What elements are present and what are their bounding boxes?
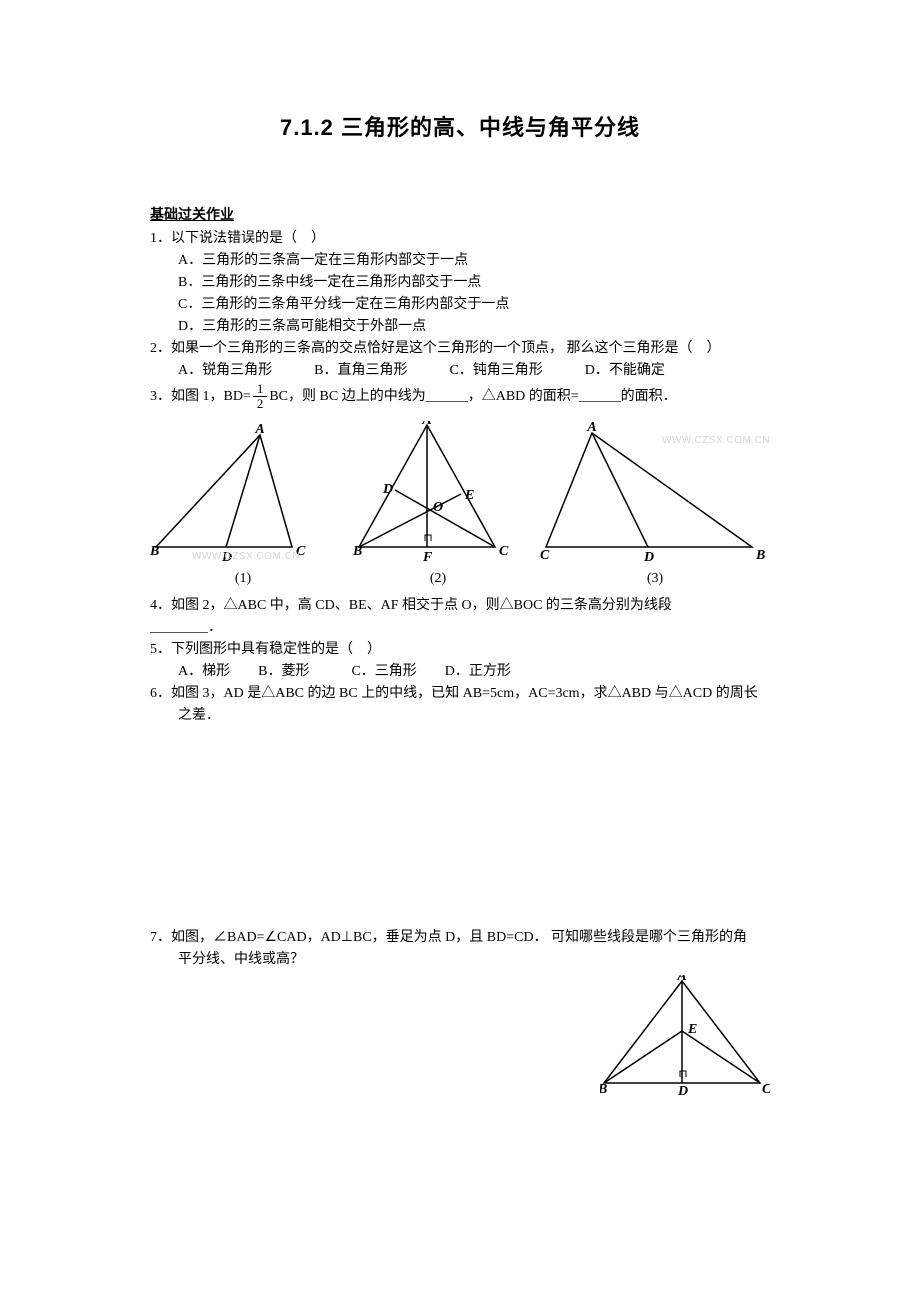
figure-7: A B C D E [600,975,770,1095]
svg-text:C: C [499,544,509,559]
svg-text:C: C [762,1082,770,1095]
svg-text:B: B [755,548,765,563]
svg-text:B: B [600,1082,607,1095]
q3-blank-1 [426,391,468,402]
q3-post3: 的面积． [621,386,677,408]
svg-text:A: A [254,422,264,437]
svg-text:F: F [422,550,433,565]
question-3: 3．如图 1，BD= 1 2 BC，则 BC 边上的中线为 ，△ABD 的面积=… [150,382,770,411]
figure-1: A B D C WWW.CZSX.COM.CN (1) [150,421,336,587]
svg-text:B: B [150,544,159,559]
q6-stem: 6．如图 3，AD 是△ABC 的边 BC 上的中线，已知 AB=5cm，AC=… [150,683,770,705]
q3-post1: BC，则 BC 边上的中线为 [269,386,425,408]
figure-7-container: A B C D E [150,975,770,1095]
q1-option-d: D．三角形的三条高可能相交于外部一点 [178,316,770,338]
svg-text:O: O [433,500,443,515]
question-5: 5．下列图形中具有稳定性的是（ ） A．梯形 B．菱形 C．三角形 D．正方形 [150,639,770,683]
q2-options: A．锐角三角形 B．直角三角形 C．钝角三角形 D．不能确定 [150,360,770,382]
q5-stem: 5．下列图形中具有稳定性的是（ ） [150,639,770,661]
svg-text:D: D [643,550,654,565]
q1-option-c: C．三角形的三条角平分线一定在三角形内部交于一点 [178,294,770,316]
section-heading: 基础过关作业 [150,204,770,224]
question-7: 7．如图，∠BAD=∠CAD，AD⊥BC，垂足为点 D，且 BD=CD． 可知哪… [150,927,770,971]
q5-options: A．梯形 B．菱形 C．三角形 D．正方形 [150,661,770,683]
figure-3: A C D B WWW.CZSX.COM.CN (3) [540,421,770,587]
q4-stem: 4．如图 2，△ABC 中，高 CD、BE、AF 相交于点 O，则△BOC 的三… [150,598,672,613]
fraction-den: 2 [253,397,268,411]
svg-text:D: D [677,1084,688,1095]
svg-text:C: C [540,548,550,563]
q7-tail: 平分线、中线或高？ [150,949,770,971]
svg-text:A: A [676,975,686,984]
q3-pre: 3．如图 1，BD= [150,386,251,408]
question-4: 4．如图 2，△ABC 中，高 CD、BE、AF 相交于点 O，则△BOC 的三… [150,595,770,639]
question-2: 2．如果一个三角形的三条高的交点恰好是这个三角形的一个顶点， 那么这个三角形是（… [150,338,770,382]
svg-text:B: B [353,544,362,559]
svg-text:E: E [687,1022,697,1037]
figure-2: A B C F D E O (2) [353,421,523,587]
page-title: 7.1.2 三角形的高、中线与角平分线 [150,110,770,142]
q4-blank [150,622,208,633]
work-space [150,727,770,927]
q6-tail: 之差． [150,705,770,727]
q1-option-a: A．三角形的三条高一定在三角形内部交于一点 [178,250,770,272]
svg-text:D: D [382,482,393,497]
figure-3-caption: (3) [540,571,770,587]
q1-option-b: B．三角形的三条中线一定在三角形内部交于一点 [178,272,770,294]
svg-text:A: A [421,421,431,428]
question-1: 1．以下说法错误的是（ ） A．三角形的三条高一定在三角形内部交于一点 B．三角… [150,228,770,338]
watermark: WWW.CZSX.COM.CN [662,435,770,446]
q1-stem: 1．以下说法错误的是（ ） [150,228,770,250]
q4-tail: ． [208,620,222,635]
svg-text:A: A [586,421,596,435]
figures-row: A B D C WWW.CZSX.COM.CN (1) [150,421,770,587]
figure-1-caption: (1) [150,571,336,587]
question-6: 6．如图 3，AD 是△ABC 的边 BC 上的中线，已知 AB=5cm，AC=… [150,683,770,727]
q3-blank-2 [579,391,621,402]
q7-stem: 7．如图，∠BAD=∠CAD，AD⊥BC，垂足为点 D，且 BD=CD． 可知哪… [150,927,770,949]
q2-stem: 2．如果一个三角形的三条高的交点恰好是这个三角形的一个顶点， 那么这个三角形是（… [150,338,770,360]
watermark: WWW.CZSX.COM.CN [192,551,300,562]
svg-text:E: E [464,488,474,503]
fraction-num: 1 [253,382,268,397]
figure-2-caption: (2) [353,571,523,587]
fraction-half: 1 2 [253,382,268,411]
q3-post2: ，△ABD 的面积= [468,386,579,408]
